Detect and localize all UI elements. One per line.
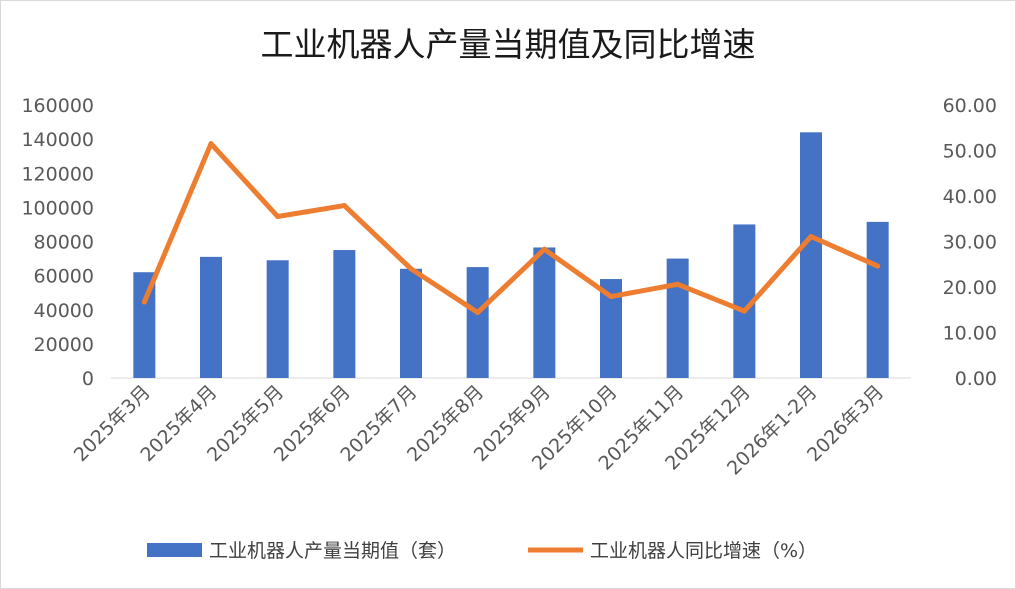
production-bar [133, 272, 156, 378]
growth-rate-point [875, 263, 881, 269]
x-axis-labels: 2025年3月2025年4月2025年5月2025年6月2025年7月2025年… [70, 381, 889, 480]
growth-rate-point [208, 141, 214, 147]
production-bar [400, 268, 422, 378]
left-tick-label: 100000 [21, 197, 94, 219]
growth-rate-point [541, 246, 547, 252]
left-tick-label: 20000 [34, 334, 94, 356]
growth-rate-point [475, 309, 481, 315]
production-bar [200, 256, 222, 378]
production-bar [533, 247, 556, 378]
left-tick-label: 40000 [34, 300, 94, 322]
growth-rate-line [141, 141, 881, 315]
legend-label-growth: 工业机器人同比增速（%） [590, 540, 817, 562]
left-axis: 0 20000 40000 60000 80000 100000 120000 140000 1… [21, 95, 94, 390]
right-tick-label: 60.00 [943, 95, 997, 117]
left-tick-label: 0 [82, 368, 94, 390]
legend: 工业机器人产量当期值（套） 工业机器人同比增速（%） [147, 540, 817, 562]
growth-rate-point [341, 203, 347, 209]
right-axis: 0.00 10.00 20.00 30.00 40.00 50.00 60.00 [943, 95, 997, 390]
legend-swatch-production [147, 543, 202, 557]
production-bar [466, 267, 489, 378]
production-bar [266, 260, 289, 378]
growth-rate-point [408, 266, 414, 272]
production-bar [333, 250, 356, 378]
growth-rate-point [608, 294, 614, 300]
right-tick-label: 20.00 [943, 277, 997, 299]
production-bar [733, 224, 756, 378]
production-bar [666, 258, 689, 378]
right-tick-label: 30.00 [943, 232, 997, 254]
left-tick-label: 140000 [21, 129, 94, 151]
right-tick-label: 40.00 [943, 186, 997, 208]
bar-series [133, 132, 889, 378]
left-tick-label: 60000 [34, 266, 94, 288]
growth-rate-point [675, 281, 681, 287]
right-tick-label: 50.00 [943, 141, 997, 163]
left-tick-label: 120000 [21, 163, 94, 185]
growth-rate-point [275, 213, 281, 219]
production-bar [800, 132, 822, 378]
left-tick-label: 160000 [21, 95, 94, 117]
right-tick-label: 0.00 [955, 368, 997, 390]
chart-title: 工业机器人产量当期值及同比增速 [261, 25, 756, 64]
growth-rate-point [741, 308, 747, 314]
legend-label-production: 工业机器人产量当期值（套） [209, 540, 456, 562]
left-tick-label: 80000 [34, 232, 94, 254]
production-bar [866, 221, 889, 378]
right-tick-label: 10.00 [943, 323, 997, 345]
growth-rate-point [808, 233, 814, 239]
growth-rate-point [141, 299, 147, 305]
line-series [141, 141, 881, 315]
production-bar [600, 279, 622, 378]
